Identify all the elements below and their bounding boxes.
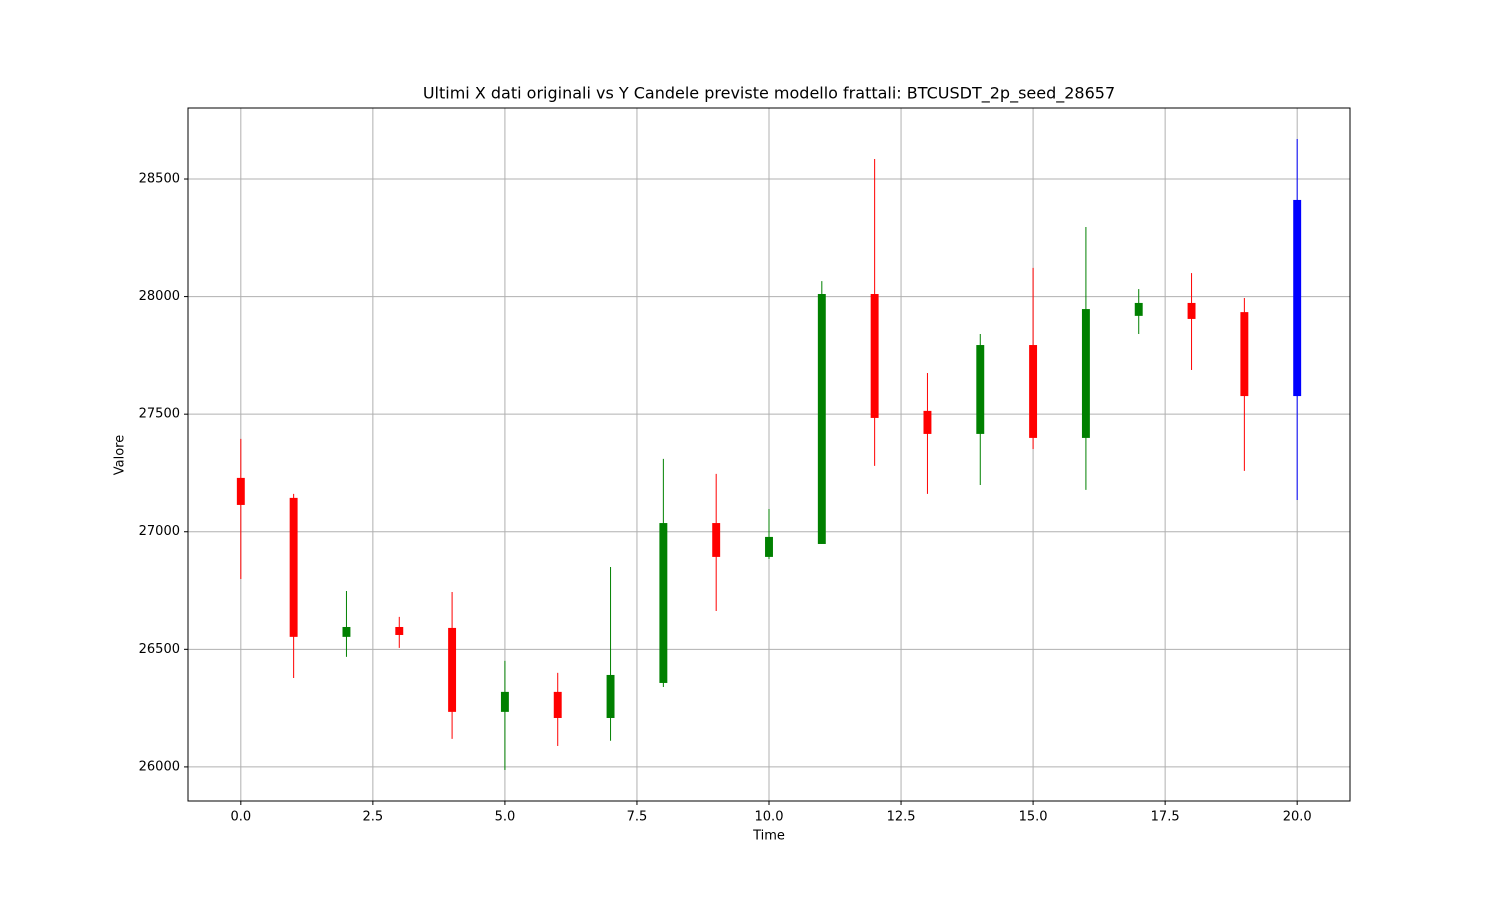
x-axis-label: Time [752, 829, 785, 844]
y-tick-label: 27500 [139, 407, 180, 422]
candle-body [1240, 312, 1249, 397]
candle-body [976, 345, 985, 434]
y-tick-label: 27000 [139, 524, 180, 539]
candle-body [342, 626, 351, 637]
candle-body [553, 691, 562, 718]
y-tick-label: 26000 [139, 759, 180, 774]
y-axis-label: Valore [113, 435, 128, 475]
candle-body [395, 626, 404, 635]
x-tick-label: 17.5 [1151, 810, 1180, 825]
x-tick-label: 7.5 [627, 810, 648, 825]
candle-body [236, 477, 245, 505]
y-tick-label: 28500 [139, 172, 180, 187]
candle-body [870, 294, 879, 418]
candle-body [500, 691, 509, 712]
candle-body [1029, 345, 1038, 438]
x-tick-label: 10.0 [755, 810, 784, 825]
y-tick-label: 28000 [139, 289, 180, 304]
candle-body [765, 536, 773, 557]
candle-body [817, 294, 826, 544]
chart-title: Ultimi X dati originali vs Y Candele pre… [423, 84, 1115, 104]
candle-body [659, 523, 668, 683]
x-tick-label: 12.5 [887, 810, 916, 825]
x-tick-label: 0.0 [230, 810, 251, 825]
candle-body [1081, 309, 1090, 438]
x-tick-label: 5.0 [495, 810, 516, 825]
y-tick-label: 26500 [139, 642, 180, 657]
candle-body [923, 410, 932, 434]
candle-body [1134, 302, 1143, 316]
candle-body [712, 523, 721, 557]
x-tick-label: 15.0 [1019, 810, 1048, 825]
candle-body [1293, 199, 1302, 397]
candle-body [289, 497, 298, 637]
candle-body [1187, 302, 1196, 319]
plot-area [188, 108, 1350, 801]
x-tick-label: 20.0 [1283, 810, 1312, 825]
candle-body [606, 674, 615, 718]
candle-body [448, 627, 457, 712]
x-tick-label: 2.5 [363, 810, 384, 825]
